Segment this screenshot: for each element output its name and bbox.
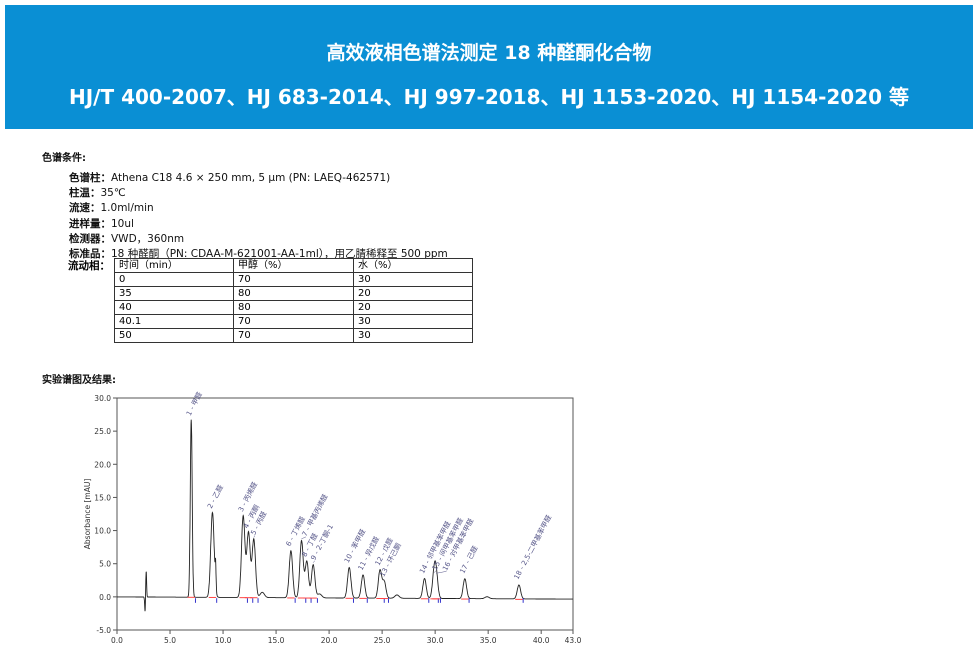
x-tick-label: 35.0: [480, 636, 497, 645]
gradient-table: 时间（min） 甲醇（%） 水（%） 0 70 30 35 80 20 40 80 20 40.1 70 3…: [114, 258, 473, 343]
y-axis-label: Absorbance [mAU]: [83, 479, 92, 550]
peak-label-leader: [301, 536, 307, 540]
peak-label-leader: [433, 570, 437, 573]
condition-value: 10ul: [111, 217, 134, 230]
condition-key: 柱温：: [69, 187, 101, 200]
condition-item: 柱温：35℃: [69, 186, 448, 201]
y-tick-label: 0.0: [99, 593, 111, 602]
condition-value: 1.0ml/min: [100, 202, 154, 215]
y-tick-label: 30.0: [94, 394, 111, 403]
y-tick-label: 5.0: [99, 560, 111, 569]
plot-area: [116, 397, 574, 631]
condition-item: 检测器：VWD，360nm: [69, 232, 448, 247]
table-row: 50 70 30: [114, 328, 473, 343]
peak-label-leader: [253, 535, 255, 538]
x-tick-label: 43.0: [565, 636, 582, 645]
peak-label-leader: [436, 571, 447, 574]
conditions-heading: 色谱条件:: [42, 153, 86, 164]
condition-item: 流速：1.0ml/min: [69, 201, 448, 216]
x-tick-label: 10.0: [215, 636, 232, 645]
condition-key: 流速：: [69, 202, 101, 215]
condition-value: Athena C18 4.6 × 250 mm, 5 μm (PN: LAEQ-…: [111, 172, 391, 184]
condition-key: 检测器：: [69, 232, 111, 245]
x-tick-label: 0.0: [111, 636, 123, 645]
y-tick-label: 20.0: [94, 460, 111, 469]
condition-value: 18 种醛酮（PN: CDAA-M-621001-AA-1ml），用乙腈稀释至 …: [111, 248, 448, 261]
x-tick-label: 20.0: [321, 636, 338, 645]
table-cell: 30: [353, 328, 473, 343]
title-banner: 高效液相色谱法测定 18 种醛酮化合物 HJ/T 400-2007、HJ 683…: [5, 5, 973, 129]
table-row: 40.1 70 30: [114, 314, 473, 329]
condition-item: 标准品：18 种醛酮（PN: CDAA-M-621001-AA-1ml），用乙腈…: [69, 247, 448, 262]
y-tick-label: 15.0: [94, 493, 111, 502]
condition-key: 进样量：: [69, 217, 111, 230]
condition-item: 进样量：10ul: [69, 217, 448, 232]
x-tick-label: 30.0: [427, 636, 444, 645]
y-tick-label: 25.0: [94, 427, 111, 436]
banner-standards: HJ/T 400-2007、HJ 683-2014、HJ 997-2018、HJ…: [68, 85, 910, 109]
results-heading: 实验谱图及结果:: [42, 375, 116, 386]
condition-item: 色谱柱：Athena C18 4.6 × 250 mm, 5 μm (PN: L…: [69, 171, 448, 186]
condition-value: 35℃: [100, 187, 126, 200]
y-tick-label: 10.0: [94, 527, 111, 536]
chromatogram-trace: [117, 419, 573, 612]
banner-title: 高效液相色谱法测定 18 种醛酮化合物: [326, 42, 652, 64]
conditions-list: 色谱柱：Athena C18 4.6 × 250 mm, 5 μm (PN: L…: [69, 171, 448, 262]
condition-key: 色谱柱：: [69, 172, 111, 184]
x-tick-label: 40.0: [533, 636, 550, 645]
x-tick-label: 25.0: [374, 636, 391, 645]
peak-label-leader: [312, 560, 316, 563]
x-tick-label: 5.0: [164, 636, 176, 645]
table-row: 0 70 30: [114, 272, 473, 287]
y-tick-label: -5.0: [96, 626, 111, 635]
table-cell: 50: [114, 328, 234, 343]
condition-key: 标准品：: [69, 248, 111, 261]
condition-value: VWD，360nm: [111, 232, 185, 245]
mobile-phase-label: 流动相：: [68, 260, 110, 272]
x-tick-label: 15.0: [268, 636, 285, 645]
